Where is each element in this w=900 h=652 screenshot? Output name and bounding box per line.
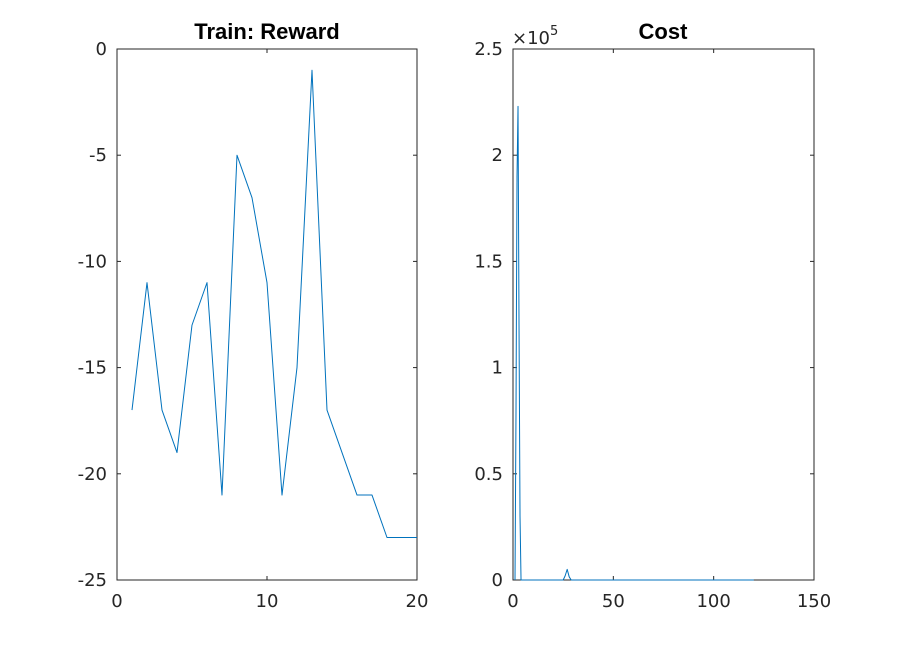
cost-chart-title: Cost (639, 19, 689, 44)
cost-ticks: 0 50 100 150 0 0.5 1 1.5 2 2.5 (474, 39, 831, 612)
cost-plot-area (512, 48, 815, 581)
reward-y-tick-label: 0 (96, 39, 107, 60)
reward-axes: Train: Reward 0 10 20 0 -5 -10 -15 -20 -25 (78, 19, 429, 612)
cost-x-tick-label: 100 (696, 591, 730, 612)
reward-series (131, 69, 417, 539)
reward-chart-title: Train: Reward (194, 19, 339, 44)
cost-series-line (514, 105, 754, 581)
reward-y-tick-label: -5 (89, 145, 107, 166)
cost-y-tick-label: 2.5 (474, 39, 503, 60)
reward-x-tick-label: 0 (111, 591, 122, 612)
reward-x-tick-label: 20 (406, 591, 429, 612)
reward-y-tick-label: -20 (78, 464, 107, 485)
cost-y-tick-label: 0.5 (474, 464, 503, 485)
reward-y-tick-label: -25 (78, 570, 107, 591)
cost-y-tick-label: 1 (492, 358, 503, 379)
cost-x-tick-label: 150 (797, 591, 831, 612)
cost-y-exponent-base: ×10 (512, 28, 550, 49)
cost-y-tick-label: 1.5 (474, 251, 503, 272)
reward-series-line (131, 69, 417, 539)
cost-y-tick-label: 0 (492, 570, 503, 591)
cost-x-tick-label: 50 (602, 591, 625, 612)
cost-series (514, 105, 754, 581)
cost-y-tick-label: 2 (492, 145, 503, 166)
cost-x-tick-label: 0 (507, 591, 518, 612)
cost-axes: Cost ×105 0 50 100 150 0 0.5 1 1.5 2 2.5 (474, 19, 831, 612)
reward-ticks: 0 10 20 0 -5 -10 -15 -20 -25 (78, 39, 429, 612)
reward-plot-area (116, 48, 418, 581)
reward-x-tick-label: 10 (256, 591, 279, 612)
cost-y-exponent-power: 5 (550, 24, 558, 39)
reward-y-tick-label: -10 (78, 251, 107, 272)
reward-y-tick-label: -15 (78, 358, 107, 379)
cost-y-exponent: ×105 (512, 24, 558, 49)
